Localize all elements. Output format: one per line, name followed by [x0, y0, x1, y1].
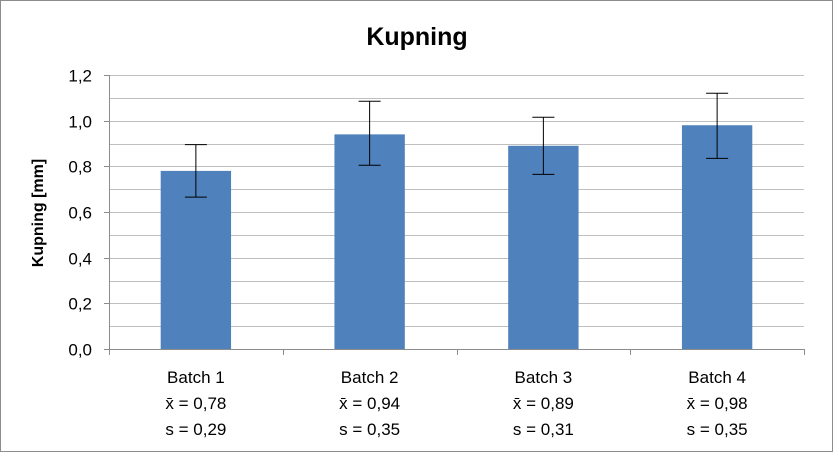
y-tick-label: 1,2	[68, 67, 92, 86]
bar	[160, 170, 232, 349]
category-std: s = 0,35	[339, 420, 400, 439]
category-mean: x̄ = 0,89	[513, 394, 574, 413]
category-mean: x̄ = 0,78	[165, 394, 226, 413]
category-std: s = 0,35	[687, 420, 748, 439]
bar	[508, 145, 579, 349]
category-label: Batch 1 x̄ = 0,78 s = 0,29	[165, 368, 226, 439]
category-mean: x̄ = 0,94	[339, 394, 400, 413]
y-tick-label: 0,0	[68, 341, 92, 360]
category-label: Batch 2 x̄ = 0,94 s = 0,35	[339, 368, 400, 439]
category-name: Batch 4	[688, 368, 746, 387]
axes	[104, 75, 805, 355]
error-bars	[184, 92, 729, 198]
bar	[334, 134, 405, 349]
chart-title: Kupning	[366, 23, 467, 51]
bars	[160, 125, 753, 349]
category-name: Batch 2	[341, 368, 399, 387]
category-std: s = 0,29	[165, 420, 226, 439]
y-tick-label: 0,2	[68, 295, 92, 314]
category-name: Batch 1	[167, 368, 225, 387]
y-axis-label: Kupning [mm]	[30, 159, 47, 267]
bar	[681, 125, 753, 349]
y-tick-label: 0,4	[68, 250, 92, 269]
y-tick-label: 0,8	[68, 158, 92, 177]
tick-labels: 0,0 0,2 0,4 0,6 0,8 1,0 1,2 Batch 1 x̄ = 0,78 s =…	[68, 67, 747, 440]
y-tick-label: 0,6	[68, 204, 92, 223]
category-name: Batch 3	[515, 368, 573, 387]
category-label: Batch 4 x̄ = 0,98 s = 0,35	[687, 368, 748, 439]
y-tick-label: 1,0	[68, 113, 92, 132]
category-std: s = 0,31	[513, 420, 574, 439]
category-mean: x̄ = 0,98	[687, 394, 748, 413]
category-label: Batch 3 x̄ = 0,89 s = 0,31	[513, 368, 574, 439]
